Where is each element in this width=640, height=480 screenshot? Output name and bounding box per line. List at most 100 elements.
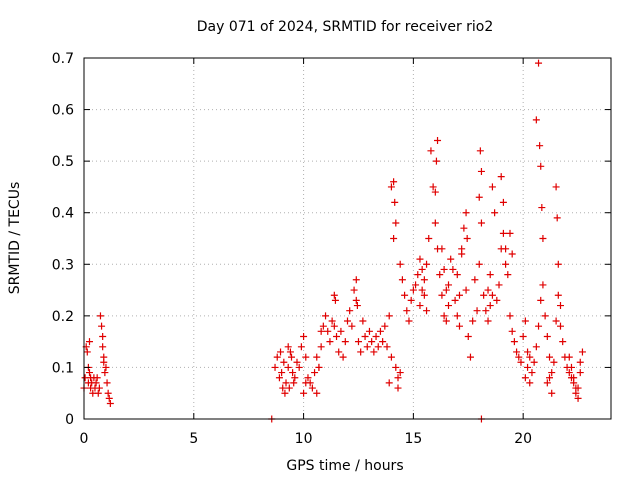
data-point xyxy=(290,379,298,387)
x-tick-label: 15 xyxy=(404,431,422,447)
data-point xyxy=(392,219,400,227)
data-point xyxy=(379,338,387,346)
data-point xyxy=(93,374,101,382)
data-point xyxy=(567,363,575,371)
data-point xyxy=(416,255,424,263)
data-point xyxy=(282,379,290,387)
data-point xyxy=(85,338,93,346)
data-point xyxy=(436,271,444,279)
data-point xyxy=(96,312,104,320)
data-point xyxy=(390,178,398,186)
data-point xyxy=(574,394,582,402)
y-tick-label: 0.1 xyxy=(52,360,74,376)
data-point xyxy=(499,198,507,206)
data-point xyxy=(420,276,428,284)
data-point xyxy=(273,353,281,361)
data-point xyxy=(486,302,494,310)
data-point xyxy=(95,384,103,392)
data-point xyxy=(387,353,395,361)
data-point xyxy=(315,363,323,371)
data-point xyxy=(488,291,496,299)
data-point xyxy=(576,358,584,366)
data-point xyxy=(304,374,312,382)
data-points xyxy=(80,59,586,423)
data-point xyxy=(350,286,358,294)
data-point xyxy=(554,260,562,268)
data-point xyxy=(102,363,110,371)
data-point xyxy=(104,389,112,397)
data-point xyxy=(311,369,319,377)
data-point xyxy=(317,327,325,335)
data-point xyxy=(319,322,327,330)
data-point xyxy=(548,369,556,377)
data-point xyxy=(300,332,308,340)
data-point xyxy=(438,291,446,299)
data-point xyxy=(526,379,534,387)
y-tick-label: 0.7 xyxy=(52,51,74,67)
data-point xyxy=(464,332,472,340)
data-point xyxy=(396,369,404,377)
data-point xyxy=(392,363,400,371)
data-point xyxy=(488,183,496,191)
data-point xyxy=(552,317,560,325)
data-point xyxy=(447,255,455,263)
data-point xyxy=(552,183,560,191)
data-point xyxy=(278,369,286,377)
x-tick-label: 10 xyxy=(295,431,313,447)
data-point xyxy=(499,229,507,237)
data-point xyxy=(279,384,287,392)
data-point xyxy=(556,322,564,330)
data-point xyxy=(553,214,561,222)
data-point xyxy=(517,358,525,366)
data-point xyxy=(550,358,558,366)
data-point xyxy=(414,271,422,279)
data-point xyxy=(398,276,406,284)
data-point xyxy=(432,157,440,165)
data-point xyxy=(473,307,481,315)
data-point xyxy=(434,137,442,145)
data-point xyxy=(477,167,485,175)
data-point xyxy=(291,374,299,382)
data-point xyxy=(418,265,426,273)
data-point xyxy=(92,379,100,387)
data-point xyxy=(554,291,562,299)
data-point xyxy=(354,338,362,346)
data-point xyxy=(335,348,343,356)
x-tick-label: 20 xyxy=(514,431,532,447)
data-point xyxy=(572,384,580,392)
data-point xyxy=(403,307,411,315)
data-point xyxy=(302,353,310,361)
data-point xyxy=(462,286,470,294)
data-point xyxy=(361,332,369,340)
plot-frame xyxy=(83,57,612,420)
data-point xyxy=(87,374,95,382)
data-point xyxy=(484,317,492,325)
data-point xyxy=(352,296,360,304)
x-tick-label: 5 xyxy=(189,431,198,447)
data-point xyxy=(83,348,91,356)
data-point xyxy=(442,317,450,325)
data-point xyxy=(99,343,107,351)
data-point xyxy=(376,327,384,335)
data-point xyxy=(445,281,453,289)
data-point xyxy=(330,291,338,299)
data-point xyxy=(463,235,471,242)
data-point xyxy=(453,271,461,279)
data-point xyxy=(431,219,439,227)
data-point xyxy=(539,281,547,289)
data-point xyxy=(524,363,532,371)
data-point xyxy=(455,322,463,330)
y-axis-title: SRMTID / TECUs xyxy=(7,182,23,295)
data-point xyxy=(328,317,336,325)
data-point xyxy=(506,229,514,237)
data-point xyxy=(486,271,494,279)
data-point xyxy=(105,394,113,402)
data-point xyxy=(293,358,301,366)
data-point xyxy=(556,302,564,310)
data-point xyxy=(295,363,303,371)
data-point xyxy=(418,286,426,294)
data-point xyxy=(94,389,102,397)
y-tick-label: 0.3 xyxy=(52,257,74,273)
data-point xyxy=(462,209,470,217)
data-point xyxy=(394,384,402,392)
